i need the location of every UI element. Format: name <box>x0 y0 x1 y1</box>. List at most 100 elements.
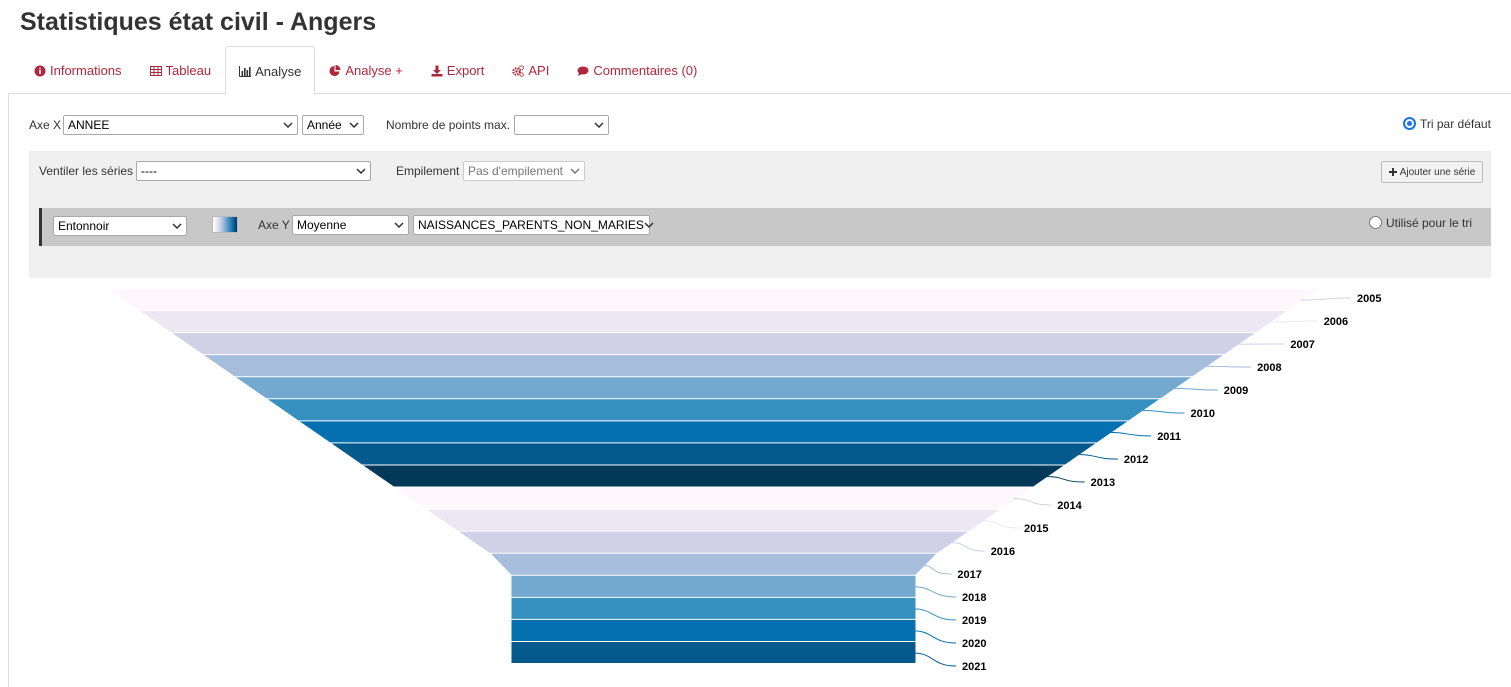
funnel-label-2010: 2010 <box>1191 408 1215 420</box>
chevron-down-icon <box>644 222 654 228</box>
tab-label: Analyse <box>255 63 302 79</box>
tab-analyse-plus[interactable]: Analyse + <box>315 46 416 94</box>
funnel-label-2011: 2011 <box>1157 431 1181 443</box>
axe-y-label: Axe Y <box>258 218 290 232</box>
max-points-select[interactable] <box>514 115 609 135</box>
funnel-label-2007: 2007 <box>1290 339 1314 351</box>
empilement-select[interactable]: Pas d'empilement <box>463 161 585 181</box>
funnel-label-2021: 2021 <box>962 661 986 673</box>
funnel-segment-2017[interactable] <box>490 553 937 575</box>
funnel-connector-2008 <box>1204 365 1252 368</box>
used-for-sort-radio[interactable] <box>1369 216 1382 229</box>
chevron-down-icon <box>283 122 293 128</box>
tab-label: Analyse + <box>345 63 403 78</box>
funnel-connector-2017 <box>918 564 952 575</box>
chart-type-select[interactable]: Entonnoir <box>53 216 187 236</box>
chevron-down-icon <box>570 168 580 174</box>
field-value: NAISSANCES_PARENTS_NON_MARIES <box>418 218 644 232</box>
download-icon <box>431 65 443 77</box>
funnel-label-2013: 2013 <box>1091 477 1115 489</box>
funnel-segment-2011[interactable] <box>299 421 1128 443</box>
funnel-connector-2009 <box>1173 387 1218 391</box>
tab-label: Commentaires (0) <box>593 63 698 78</box>
used-for-sort-label: Utilisé pour le tri <box>1386 216 1473 230</box>
plus-icon <box>1388 168 1397 176</box>
funnel-label-2014: 2014 <box>1057 500 1082 512</box>
axe-x-select[interactable]: ANNEE <box>63 115 298 135</box>
funnel-segment-2005[interactable] <box>108 289 1319 311</box>
funnel-connector-2012 <box>1077 453 1118 460</box>
color-palette-swatch[interactable] <box>212 216 238 233</box>
funnel-connector-2016 <box>950 542 985 552</box>
funnel-label-2015: 2015 <box>1024 523 1048 535</box>
funnel-segment-2015[interactable] <box>427 509 1000 531</box>
axe-x-format-value: Année <box>307 118 342 132</box>
chevron-down-icon <box>394 222 404 228</box>
funnel-label-2009: 2009 <box>1224 385 1248 397</box>
sort-default-radio[interactable] <box>1403 117 1416 130</box>
tab-bar: Informations Tableau Analyse Analyse + E… <box>20 46 711 95</box>
aggregation-value: Moyenne <box>297 218 347 232</box>
funnel-segment-2009[interactable] <box>235 377 1192 399</box>
funnel-connector-2014 <box>1013 498 1052 506</box>
table-icon <box>149 65 162 77</box>
tab-api[interactable]: API <box>498 46 563 94</box>
page-title: Statistiques état civil - Angers <box>20 8 377 36</box>
funnel-label-2008: 2008 <box>1257 362 1281 374</box>
chevron-down-icon <box>349 122 359 128</box>
funnel-segment-2008[interactable] <box>204 355 1223 377</box>
funnel-connector-2020 <box>913 630 957 644</box>
funnel-segment-2018[interactable] <box>511 575 916 597</box>
funnel-segment-2012[interactable] <box>331 443 1096 465</box>
cogs-icon <box>512 64 525 77</box>
tab-informations[interactable]: Informations <box>20 46 136 94</box>
funnel-label-2016: 2016 <box>991 546 1015 558</box>
funnel-connector-2013 <box>1045 476 1085 483</box>
ventiler-select[interactable]: ---- <box>136 161 371 181</box>
sort-default-label: Tri par défaut <box>1420 117 1491 131</box>
funnel-segment-2013[interactable] <box>363 465 1064 487</box>
chevron-down-icon <box>594 122 604 128</box>
tab-tableau[interactable]: Tableau <box>136 46 226 94</box>
funnel-segment-2019[interactable] <box>511 597 916 619</box>
ventiler-value: ---- <box>141 164 157 178</box>
funnel-label-2017: 2017 <box>957 569 981 581</box>
tab-label: Tableau <box>165 63 212 78</box>
funnel-segment-2016[interactable] <box>458 531 969 553</box>
funnel-segment-2010[interactable] <box>267 399 1160 421</box>
funnel-label-2019: 2019 <box>962 615 986 627</box>
funnel-segment-2006[interactable] <box>140 311 1287 333</box>
tab-export[interactable]: Export <box>417 46 499 94</box>
aggregation-select[interactable]: Moyenne <box>292 215 409 235</box>
empilement-label: Empilement <box>396 164 460 178</box>
pie-chart-icon <box>329 64 341 77</box>
tab-commentaires[interactable]: Commentaires (0) <box>563 46 711 94</box>
funnel-connector-2010 <box>1141 409 1185 414</box>
field-select[interactable]: NAISSANCES_PARENTS_NON_MARIES <box>413 215 654 235</box>
funnel-segment-2021[interactable] <box>511 641 916 663</box>
tab-analyse[interactable]: Analyse <box>225 46 316 95</box>
axe-x-value: ANNEE <box>68 118 110 132</box>
empilement-value: Pas d'empilement <box>468 164 564 178</box>
funnel-label-2018: 2018 <box>962 592 986 604</box>
tab-label: Informations <box>50 63 122 78</box>
funnel-connector-2006 <box>1268 320 1318 323</box>
funnel-connector-2015 <box>981 520 1019 529</box>
funnel-segment-2007[interactable] <box>172 333 1255 355</box>
ventiler-label: Ventiler les séries <box>39 164 134 178</box>
funnel-segment-2020[interactable] <box>511 619 916 641</box>
axe-x-format-select[interactable]: Année <box>302 115 364 135</box>
comments-icon <box>577 65 589 77</box>
info-circle-icon <box>34 65 46 77</box>
chevron-down-icon <box>356 168 366 174</box>
funnel-label-2020: 2020 <box>962 638 986 650</box>
series-row: Entonnoir Axe Y Moyenne NAISSANCES_PAREN… <box>39 208 1491 246</box>
funnel-segment-2014[interactable] <box>395 487 1032 509</box>
add-series-button[interactable]: Ajouter une série <box>1381 161 1483 183</box>
add-series-label: Ajouter une série <box>1399 166 1476 178</box>
tab-label: API <box>528 63 550 78</box>
max-points-label: Nombre de points max. <box>386 118 511 132</box>
funnel-connector-2018 <box>913 586 957 598</box>
funnel-connector-2005 <box>1300 297 1352 301</box>
